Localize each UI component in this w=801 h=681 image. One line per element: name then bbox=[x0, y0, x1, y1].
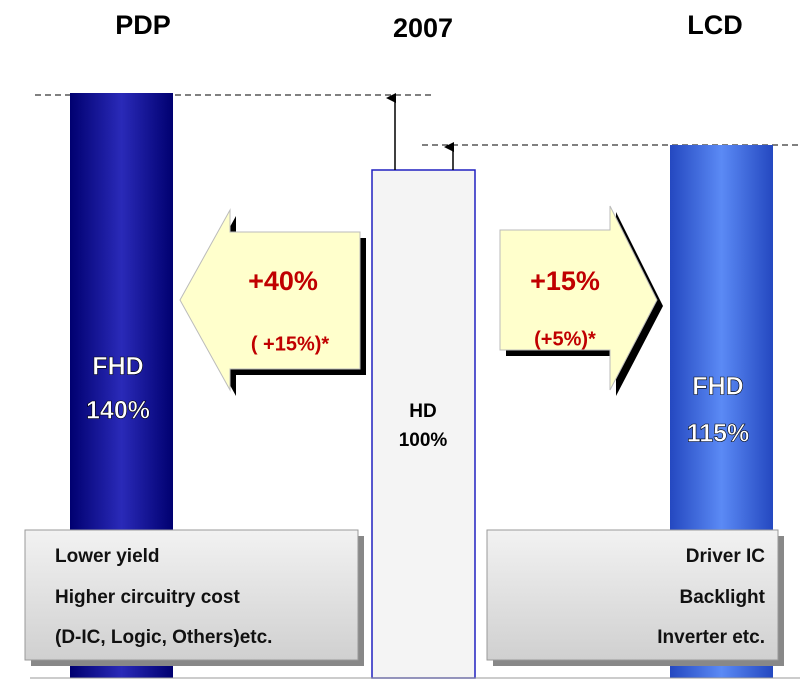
note: Lower yield bbox=[55, 546, 160, 567]
note: Driver IC bbox=[686, 546, 765, 567]
arrow-main: +15% bbox=[530, 266, 600, 296]
bar-value: 100% bbox=[399, 430, 448, 451]
bar-label: FHD bbox=[692, 373, 743, 401]
note: Inverter etc. bbox=[657, 627, 765, 648]
bar-label: HD bbox=[409, 401, 436, 422]
bar-value: 140% bbox=[86, 397, 150, 425]
header-left: PDP bbox=[115, 10, 171, 40]
note-box bbox=[24, 529, 359, 661]
right-arrow bbox=[499, 205, 658, 391]
bar-label: FHD bbox=[92, 353, 143, 381]
note: (D-IC, Logic, Others)etc. bbox=[55, 627, 272, 648]
hd-bar bbox=[371, 169, 476, 679]
bar-value: 115% bbox=[687, 420, 750, 448]
header-right: LCD bbox=[687, 10, 743, 40]
note-box bbox=[486, 529, 779, 661]
arrow-sub: ( +15%)* bbox=[251, 333, 330, 355]
note: Higher circuitry cost bbox=[55, 587, 240, 608]
header-center: 2007 bbox=[393, 13, 453, 43]
left-arrow bbox=[179, 208, 361, 392]
note: Backlight bbox=[679, 587, 765, 608]
arrow-main: +40% bbox=[248, 266, 318, 296]
arrow-sub: (+5%)* bbox=[534, 328, 596, 350]
